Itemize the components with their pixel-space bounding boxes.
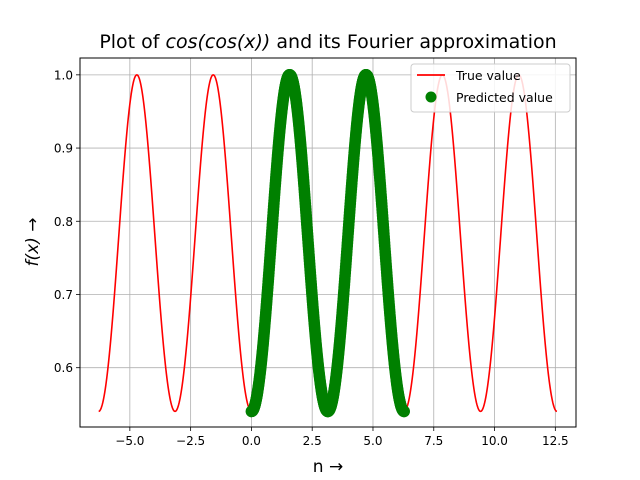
x-tick-label: 5.0 (363, 434, 382, 448)
y-tick-label: 1.0 (54, 68, 73, 82)
y-axis-ticks: 0.6 0.7 0.8 0.9 1.0 (54, 68, 80, 375)
series-points-predicted-value (245, 69, 410, 418)
legend: True value Predicted value (410, 63, 571, 113)
y-tick-label: 0.9 (54, 142, 73, 156)
y-tick-label: 0.8 (54, 215, 73, 229)
x-tick-label: 12.5 (542, 434, 569, 448)
x-tick-label: 0.0 (242, 434, 261, 448)
legend-label-series-1: True value (455, 68, 521, 83)
y-axis-label: f(x) → (23, 218, 43, 267)
chart-title: Plot of cos(cos(x)) and its Fourier appr… (99, 31, 556, 53)
x-tick-label: −2.5 (176, 434, 205, 448)
title-prefix: Plot of (99, 31, 165, 53)
plot-frame (79, 57, 577, 428)
y-axis-label-math: f(x) (23, 237, 43, 266)
series-layer (98, 69, 558, 418)
x-axis-ticks: −5.0 −2.5 0.0 2.5 5.0 7.5 10.0 12.5 (115, 427, 569, 448)
y-tick-label: 0.6 (54, 361, 73, 375)
legend-box (410, 63, 571, 113)
x-tick-label: 10.0 (481, 434, 508, 448)
plot-area (80, 58, 576, 427)
grid-layer (80, 58, 576, 427)
x-axis-label: n → (313, 457, 343, 477)
title-math: cos(cos(x)) (166, 31, 271, 53)
y-axis-label-suffix: → (23, 218, 43, 238)
x-tick-label: 7.5 (424, 434, 443, 448)
title-suffix: and its Fourier approximation (270, 31, 556, 53)
legend-swatch-marker (425, 91, 437, 103)
x-tick-label: −5.0 (115, 434, 144, 448)
y-tick-label: 0.7 (54, 288, 73, 302)
predicted-point (398, 405, 410, 418)
legend-label-series-2: Predicted value (456, 90, 553, 105)
x-tick-label: 2.5 (303, 434, 322, 448)
